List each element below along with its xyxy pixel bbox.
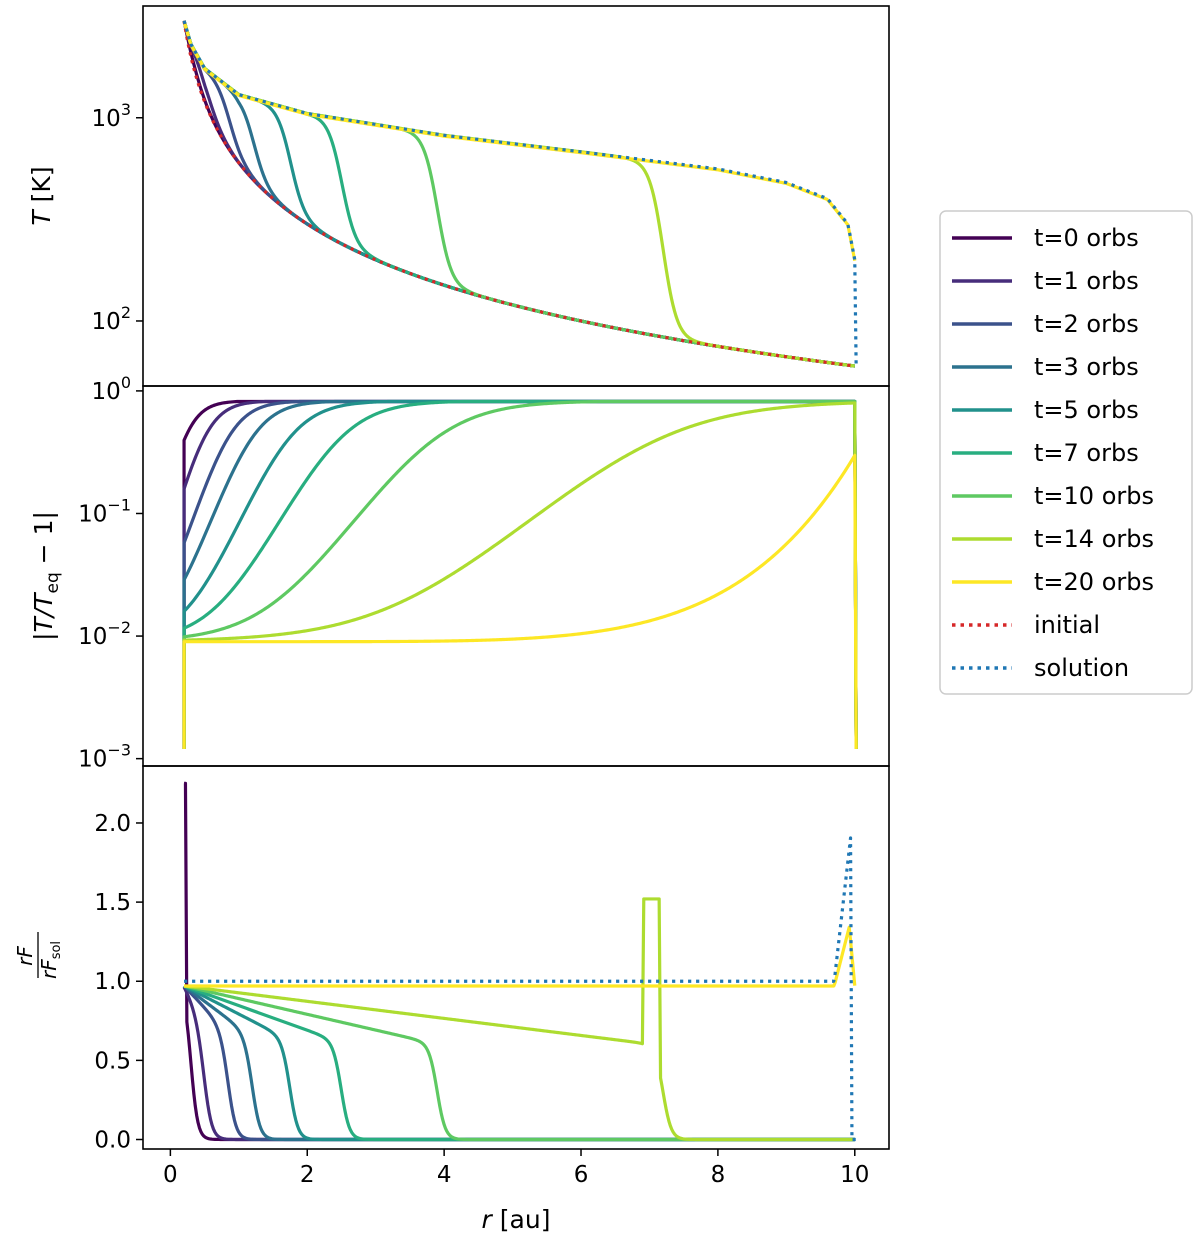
flux-ratio-y-ticks: 0.0 0.5 1.0 1.5 2.0 (94, 811, 143, 1154)
relative-error-curve-t-2-orbs (182, 399, 858, 749)
y-tick-label: 0.5 (94, 1048, 131, 1074)
legend-frame (939, 210, 1193, 695)
flux-ratio-curves (182, 781, 857, 1142)
legend: t=0 orbs t=1 orbs t=2 orbs t=3 orbs t=5 orbs… (939, 210, 1193, 695)
y-tick-label: 0.0 (94, 1128, 131, 1154)
relative-error-curve-t-5-orbs (182, 399, 858, 749)
y-tick-label: 100 (92, 373, 131, 405)
temperature-curve-t-14-orbs (182, 20, 855, 368)
relative-error-curve-t-0-orbs (182, 399, 858, 749)
flux-ratio-ylabel: rF rFsol (13, 932, 64, 979)
y-tick-label: 1.5 (94, 890, 131, 916)
x-axis-ticks: 0 2 4 6 8 10 (163, 1149, 869, 1188)
x-tick-label: 4 (437, 1162, 452, 1188)
flux-ratio-curve-t-0-orbs (183, 781, 855, 1142)
relative-error-axes-frame (142, 385, 890, 767)
legend-label-t-5-orbs: t=5 orbs (1034, 396, 1139, 424)
x-axis-label: r [au] (482, 1205, 551, 1234)
x-tick-label: 8 (711, 1162, 726, 1188)
temperature-curve-t-3-orbs (182, 20, 855, 368)
temperature-y-ticks: 102 103 (92, 100, 143, 335)
temperature-axes-frame (142, 5, 890, 387)
flux-ratio-ylabel-numerator: rF (13, 946, 37, 966)
relative-error-curve-t-1-orbs (182, 399, 858, 749)
flux-ratio-panel: 0.0 0.5 1.0 1.5 2.0 rF rFsol (13, 765, 890, 1154)
relative-error-curve-t-3-orbs (182, 399, 858, 749)
relative-error-curve-t-20-orbs (182, 453, 858, 749)
temperature-panel: 102 103 T [K] (27, 5, 890, 387)
temperature-curve-t-7-orbs (182, 20, 855, 368)
flux-ratio-curve-solution (183, 836, 857, 1142)
y-tick-label: 102 (92, 303, 131, 335)
y-tick-label: 103 (92, 100, 131, 132)
temperature-curve-t-5-orbs (182, 20, 855, 368)
relative-error-curve-t-14-orbs (182, 401, 858, 749)
temperature-curves (182, 20, 858, 368)
legend-label-t-1-orbs: t=1 orbs (1034, 267, 1139, 295)
x-tick-label: 2 (300, 1162, 315, 1188)
legend-label-t-14-orbs: t=14 orbs (1034, 525, 1154, 553)
legend-label-solution: solution (1034, 654, 1129, 682)
flux-ratio-curve-t-20-orbs (183, 925, 857, 988)
x-tick-label: 6 (574, 1162, 589, 1188)
temperature-curve-t-0-orbs (182, 20, 855, 368)
legend-label-initial: initial (1034, 611, 1100, 639)
legend-label-t-20-orbs: t=20 orbs (1034, 568, 1154, 596)
relative-error-curve-t-7-orbs (182, 399, 858, 749)
y-tick-label: 10−3 (78, 741, 131, 773)
relative-error-curve-t-10-orbs (182, 399, 858, 749)
relative-error-panel: 100 10−1 10−2 10−3 |T/Teq − 1| (29, 373, 890, 773)
x-tick-label: 0 (163, 1162, 178, 1188)
temperature-curve-t-10-orbs (182, 20, 855, 368)
legend-label-t-7-orbs: t=7 orbs (1034, 439, 1139, 467)
x-tick-label: 10 (840, 1162, 869, 1188)
temperature-curve-solution (182, 20, 858, 367)
y-tick-label: 1.0 (94, 969, 131, 995)
relative-error-y-ticks: 100 10−1 10−2 10−3 (78, 373, 143, 773)
y-tick-label: 2.0 (94, 811, 131, 837)
flux-ratio-ylabel-denominator: rFsol (37, 941, 64, 979)
legend-label-t-10-orbs: t=10 orbs (1034, 482, 1154, 510)
flux-ratio-axes-frame (142, 765, 890, 1150)
relative-error-ylabel: |T/Teq − 1| (29, 511, 63, 641)
legend-label-t-3-orbs: t=3 orbs (1034, 353, 1139, 381)
y-tick-label: 10−2 (78, 618, 131, 650)
temperature-ylabel: T [K] (27, 166, 56, 225)
relative-error-curves (182, 399, 858, 749)
legend-label-t-2-orbs: t=2 orbs (1034, 310, 1139, 338)
temperature-curve-t-2-orbs (182, 20, 855, 368)
temperature-curve-t-1-orbs (182, 20, 855, 368)
temperature-curve-initial (182, 20, 855, 368)
y-tick-label: 10−1 (78, 495, 131, 527)
flux-ratio-curve-t-14-orbs (183, 897, 855, 1142)
legend-label-t-0-orbs: t=0 orbs (1034, 224, 1139, 252)
